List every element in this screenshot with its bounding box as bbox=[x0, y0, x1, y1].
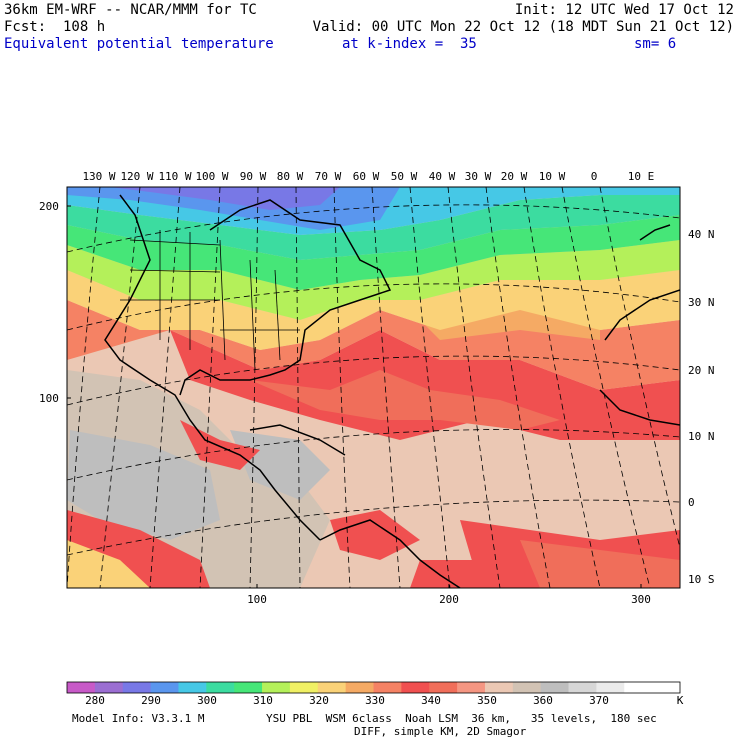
colorbar-swatch bbox=[206, 682, 235, 693]
colorbar-unit: K bbox=[677, 694, 684, 707]
colorbar-swatch bbox=[568, 682, 597, 693]
lat-label: 30 N bbox=[688, 296, 715, 309]
lat-label: 0 bbox=[688, 496, 695, 509]
level-index: at k-index = 35 bbox=[342, 36, 477, 52]
colorbar-tick-label: 370 bbox=[589, 694, 609, 707]
colorbar-swatch bbox=[401, 682, 430, 693]
lon-label: 10 W bbox=[539, 170, 566, 183]
diffusion-info: DIFF, simple KM, 2D Smagor bbox=[354, 725, 527, 738]
colorbar-tick-label: 310 bbox=[253, 694, 273, 707]
colorbar-swatch bbox=[150, 682, 179, 693]
colorbar-swatch bbox=[540, 682, 570, 693]
colorbar bbox=[66, 681, 681, 694]
right-latitude-labels: 40 N 30 N 20 N 10 N 0 10 S bbox=[688, 228, 715, 586]
colorbar-swatch bbox=[512, 682, 542, 693]
lon-label: 10 E bbox=[628, 170, 655, 183]
colorbar-tick-label: 300 bbox=[197, 694, 217, 707]
init-time: Init: 12 UTC Wed 17 Oct 12 bbox=[514, 2, 734, 18]
colorbar-swatch bbox=[373, 682, 402, 693]
colorbar-swatch bbox=[122, 682, 152, 693]
state-borders bbox=[120, 230, 300, 371]
model-info: Model Info: V3.3.1 M bbox=[72, 712, 205, 725]
lon-label: 70 W bbox=[315, 170, 342, 183]
colorbar-swatch bbox=[652, 682, 681, 693]
colorbar-tick-label: 330 bbox=[365, 694, 385, 707]
lat-label: 40 N bbox=[688, 228, 715, 241]
physics-info: YSU PBL WSM 6class Noah LSM 36 km, 35 le… bbox=[266, 712, 657, 725]
lon-label: 0 bbox=[591, 170, 598, 183]
lon-label: 100 W bbox=[195, 170, 228, 183]
colorbar-swatch bbox=[429, 682, 458, 693]
colorbar-swatch bbox=[596, 682, 625, 693]
lat-label: 20 N bbox=[688, 364, 715, 377]
colorbar-tick-label: 280 bbox=[85, 694, 105, 707]
theta-e-field bbox=[67, 187, 680, 588]
colorbar-tick-label: 290 bbox=[141, 694, 161, 707]
colorbar-swatch bbox=[289, 682, 319, 693]
grid-x-label: 300 bbox=[631, 593, 651, 606]
lon-label: 110 W bbox=[158, 170, 191, 183]
model-title: 36km EM-WRF -- NCAR/MMM for TC bbox=[4, 2, 257, 18]
colorbar-tick-label: 350 bbox=[477, 694, 497, 707]
colorbar-swatch bbox=[457, 682, 486, 693]
colorbar-swatch bbox=[234, 682, 263, 693]
colorbar-swatch bbox=[345, 682, 374, 693]
lat-label: 10 N bbox=[688, 430, 715, 443]
colorbar-frame bbox=[66, 681, 681, 694]
lat-label: 10 S bbox=[688, 573, 715, 586]
colorbar-swatch bbox=[178, 682, 207, 693]
colorbar-swatch bbox=[317, 682, 347, 693]
field-name: Equivalent potential temperature bbox=[4, 36, 274, 52]
grid-x-label: 200 bbox=[439, 593, 459, 606]
colorbar-swatch bbox=[262, 682, 291, 693]
forecast-hour: Fcst: 108 h bbox=[4, 19, 106, 35]
lon-label: 130 W bbox=[82, 170, 115, 183]
lon-label: 30 W bbox=[465, 170, 492, 183]
coastlines bbox=[104, 194, 680, 588]
lon-label: 60 W bbox=[353, 170, 380, 183]
map-frame bbox=[66, 186, 681, 589]
grid-y-label: 100 bbox=[39, 392, 59, 405]
colorbar-swatch bbox=[94, 682, 124, 693]
graticule bbox=[67, 187, 680, 588]
colorbar-tick-label: 340 bbox=[421, 694, 441, 707]
grid-index-labels: 200 100 100 200 300 bbox=[39, 200, 651, 606]
lon-label: 20 W bbox=[501, 170, 528, 183]
grid-x-label: 100 bbox=[247, 593, 267, 606]
lon-label: 80 W bbox=[277, 170, 304, 183]
top-longitude-labels: 130 W 120 W 110 W 100 W 90 W 80 W 70 W 6… bbox=[82, 170, 654, 183]
colorbar-labels: 280 290 300 310 320 330 340 350 360 370 … bbox=[85, 694, 684, 707]
lon-label: 90 W bbox=[240, 170, 267, 183]
smoothing: sm= 6 bbox=[634, 36, 677, 52]
lon-label: 40 W bbox=[429, 170, 456, 183]
grid-y-label: 200 bbox=[39, 200, 59, 213]
lon-label: 50 W bbox=[391, 170, 418, 183]
colorbar-swatch bbox=[67, 682, 96, 693]
frame-ticks bbox=[67, 205, 642, 588]
colorbar-tick-label: 320 bbox=[309, 694, 329, 707]
lon-label: 120 W bbox=[120, 170, 153, 183]
valid-time: Valid: 00 UTC Mon 22 Oct 12 (18 MDT Sun … bbox=[312, 19, 734, 35]
colorbar-swatch bbox=[484, 682, 514, 693]
colorbar-swatch bbox=[624, 682, 653, 693]
colorbar-tick-label: 360 bbox=[533, 694, 553, 707]
